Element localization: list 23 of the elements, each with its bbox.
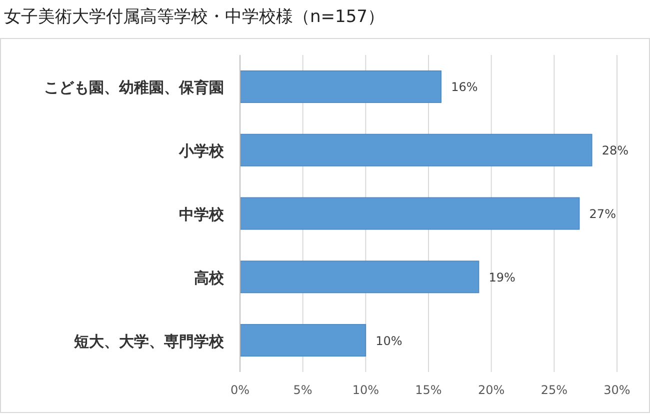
y-tick-label: 短大、大学、専門学校	[73, 332, 225, 350]
chart-title: 女子美術大学付属高等学校・中学校様（n=157）	[4, 7, 384, 27]
x-tick-label: 15%	[415, 383, 442, 397]
data-label: 19%	[488, 270, 516, 284]
y-tick-label: 小学校	[178, 142, 225, 160]
data-label: 10%	[376, 334, 402, 348]
data-label: 27%	[589, 207, 616, 221]
y-tick-label: 中学校	[179, 206, 225, 224]
x-tick-label: 25%	[540, 383, 568, 397]
bar	[240, 197, 580, 230]
bar	[240, 134, 592, 166]
y-tick-label: こども園、幼稚園、保育園	[44, 78, 224, 97]
x-tick-label: 5%	[293, 383, 312, 397]
data-label: 16%	[451, 80, 478, 94]
x-tick-label: 0%	[230, 383, 250, 397]
bar	[240, 260, 480, 294]
data-label: 28%	[602, 144, 629, 158]
bar	[240, 70, 442, 103]
x-tick-label: 20%	[478, 383, 505, 397]
bar	[240, 324, 366, 357]
x-tick-label: 10%	[352, 383, 380, 397]
x-tick-label: 30%	[604, 383, 630, 397]
y-tick-label: 高校	[194, 268, 225, 287]
